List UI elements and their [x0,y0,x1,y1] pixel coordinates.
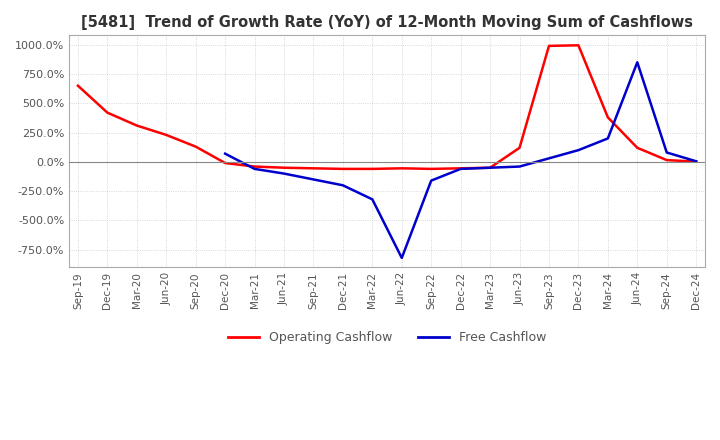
Operating Cashflow [633,145,642,150]
Operating Cashflow [692,159,701,164]
Free Cashflow [662,150,671,155]
Operating Cashflow [574,43,582,48]
Title: [5481]  Trend of Growth Rate (YoY) of 12-Month Moving Sum of Cashflows: [5481] Trend of Growth Rate (YoY) of 12-… [81,15,693,30]
Operating Cashflow [516,145,524,150]
Free Cashflow [368,197,377,202]
Free Cashflow [397,255,406,260]
Operating Cashflow [486,165,495,170]
Operating Cashflow [221,161,230,166]
Operating Cashflow [603,115,612,120]
Free Cashflow [516,164,524,169]
Operating Cashflow [338,166,347,172]
Free Cashflow [338,183,347,188]
Legend: Operating Cashflow, Free Cashflow: Operating Cashflow, Free Cashflow [223,326,552,349]
Free Cashflow [574,147,582,153]
Operating Cashflow [309,166,318,171]
Free Cashflow [633,60,642,65]
Operating Cashflow [397,166,406,171]
Operating Cashflow [544,43,553,48]
Free Cashflow [544,156,553,161]
Operating Cashflow [162,132,171,138]
Line: Free Cashflow: Free Cashflow [225,62,696,258]
Operating Cashflow [192,144,200,149]
Operating Cashflow [132,123,141,128]
Operating Cashflow [368,166,377,172]
Free Cashflow [427,178,436,183]
Free Cashflow [692,159,701,164]
Free Cashflow [486,165,495,170]
Operating Cashflow [279,165,288,170]
Operating Cashflow [662,158,671,163]
Line: Operating Cashflow: Operating Cashflow [78,45,696,169]
Operating Cashflow [103,110,112,115]
Free Cashflow [251,166,259,172]
Free Cashflow [279,171,288,176]
Free Cashflow [603,136,612,141]
Free Cashflow [309,177,318,182]
Free Cashflow [456,166,465,172]
Operating Cashflow [456,166,465,171]
Free Cashflow [221,151,230,156]
Operating Cashflow [73,83,82,88]
Operating Cashflow [251,164,259,169]
Operating Cashflow [427,166,436,172]
